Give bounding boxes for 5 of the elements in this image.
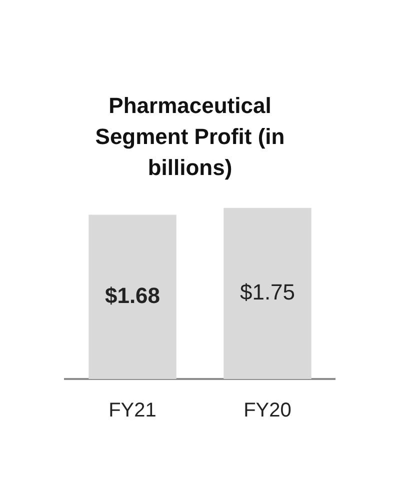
data-label: $1.68 [104, 282, 160, 308]
data-label: $1.75 [240, 280, 296, 305]
chart-title: Pharmaceutical Segment Profit (in billions) [94, 92, 286, 182]
x-tick-label: FY21 [108, 400, 156, 422]
x-tick-label: FY20 [244, 400, 292, 422]
